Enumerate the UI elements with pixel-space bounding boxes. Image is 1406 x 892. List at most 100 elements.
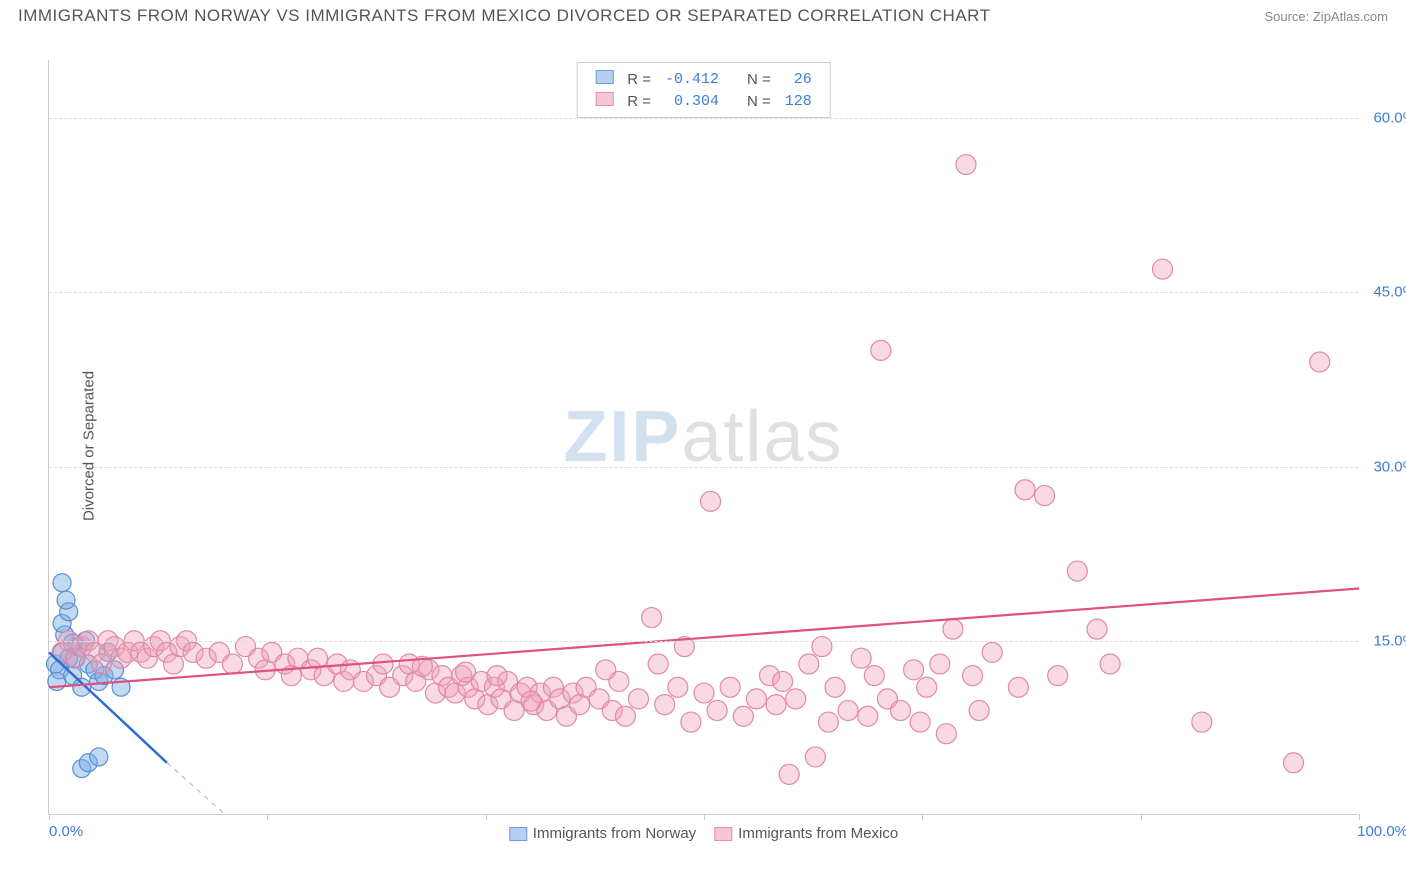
scatter-point	[858, 706, 878, 726]
scatter-point	[668, 677, 688, 697]
gridline	[49, 292, 1358, 293]
y-tick-label: 60.0%	[1373, 110, 1406, 127]
scatter-point	[799, 654, 819, 674]
x-tick-mark	[267, 814, 268, 820]
title-bar: IMMIGRANTS FROM NORWAY VS IMMIGRANTS FRO…	[0, 0, 1406, 32]
scatter-point	[57, 591, 75, 609]
scatter-point	[681, 712, 701, 732]
scatter-point	[904, 660, 924, 680]
y-tick-label: 15.0%	[1373, 632, 1406, 649]
scatter-point	[456, 662, 476, 682]
scatter-point	[786, 689, 806, 709]
scatter-point	[871, 340, 891, 360]
chart-title: IMMIGRANTS FROM NORWAY VS IMMIGRANTS FRO…	[18, 6, 990, 26]
scatter-point	[648, 654, 668, 674]
legend-series-label: Immigrants from Mexico	[738, 825, 898, 842]
scatter-point	[838, 700, 858, 720]
legend-r-value: 0.304	[659, 91, 725, 111]
scatter-point	[1310, 352, 1330, 372]
scatter-point	[1087, 619, 1107, 639]
scatter-point	[720, 677, 740, 697]
scatter-point	[936, 724, 956, 744]
legend-swatch	[595, 70, 613, 84]
scatter-point	[864, 666, 884, 686]
scatter-point	[596, 660, 616, 680]
legend-r-label: R =	[621, 91, 657, 111]
x-tick-mark	[1359, 814, 1360, 820]
scatter-point	[373, 654, 393, 674]
scatter-point	[90, 748, 108, 766]
scatter-point	[1192, 712, 1212, 732]
x-tick-mark	[704, 814, 705, 820]
legend-row: R =-0.412 N =26	[589, 69, 818, 89]
scatter-point	[812, 637, 832, 657]
legend-r-label: R =	[621, 69, 657, 89]
series-legend: Immigrants from Norway Immigrants from Me…	[509, 825, 898, 842]
gridline	[49, 118, 1358, 119]
source-link[interactable]: ZipAtlas.com	[1313, 9, 1388, 24]
gridline	[49, 467, 1358, 468]
legend-swatch	[595, 92, 613, 106]
y-tick-label: 45.0%	[1373, 284, 1406, 301]
trend-line-extension	[167, 763, 226, 815]
x-tick-mark	[1141, 814, 1142, 820]
x-axis-max-label: 100.0%	[1357, 823, 1406, 840]
scatter-point	[1008, 677, 1028, 697]
scatter-point	[910, 712, 930, 732]
legend-series-label: Immigrants from Norway	[533, 825, 696, 842]
legend-table: R =-0.412 N =26 R =0.304 N =128	[587, 67, 820, 113]
scatter-point	[642, 608, 662, 628]
scatter-point	[694, 683, 714, 703]
scatter-svg	[49, 60, 1358, 814]
scatter-point	[969, 700, 989, 720]
scatter-point	[805, 747, 825, 767]
legend-swatch	[509, 827, 527, 841]
legend-swatch	[714, 827, 732, 841]
scatter-point	[825, 677, 845, 697]
legend-n-label: N =	[741, 91, 777, 111]
scatter-point	[1100, 654, 1120, 674]
scatter-point	[956, 155, 976, 175]
scatter-point	[746, 689, 766, 709]
scatter-point	[1015, 480, 1035, 500]
scatter-point	[766, 695, 786, 715]
scatter-point	[1048, 666, 1068, 686]
source-label: Source: ZipAtlas.com	[1264, 9, 1388, 24]
scatter-point	[222, 654, 242, 674]
scatter-point	[91, 654, 111, 674]
scatter-point	[629, 689, 649, 709]
scatter-point	[982, 642, 1002, 662]
scatter-point	[963, 666, 983, 686]
scatter-point	[930, 654, 950, 674]
x-tick-mark	[922, 814, 923, 820]
scatter-point	[615, 706, 635, 726]
legend-r-value: -0.412	[659, 69, 725, 89]
scatter-point	[851, 648, 871, 668]
x-tick-mark	[49, 814, 50, 820]
scatter-point	[701, 491, 721, 511]
scatter-point	[1153, 259, 1173, 279]
scatter-point	[943, 619, 963, 639]
scatter-point	[773, 671, 793, 691]
legend-row: R =0.304 N =128	[589, 91, 818, 111]
legend-n-value: 26	[779, 69, 818, 89]
legend-n-label: N =	[741, 69, 777, 89]
legend-n-value: 128	[779, 91, 818, 111]
scatter-point	[655, 695, 675, 715]
scatter-point	[1035, 486, 1055, 506]
scatter-point	[779, 764, 799, 784]
scatter-point	[487, 666, 507, 686]
scatter-point	[521, 691, 541, 711]
gridline	[49, 641, 1358, 642]
scatter-point	[53, 574, 71, 592]
scatter-point	[891, 700, 911, 720]
scatter-point	[733, 706, 753, 726]
scatter-point	[1284, 753, 1304, 773]
scatter-point	[818, 712, 838, 732]
y-tick-label: 30.0%	[1373, 458, 1406, 475]
x-tick-mark	[486, 814, 487, 820]
correlation-legend: R =-0.412 N =26 R =0.304 N =128	[576, 62, 831, 118]
chart-plot-area: ZIPatlas R =-0.412N =26R =0.304N =128 15…	[48, 60, 1358, 815]
scatter-point	[707, 700, 727, 720]
scatter-point	[917, 677, 937, 697]
